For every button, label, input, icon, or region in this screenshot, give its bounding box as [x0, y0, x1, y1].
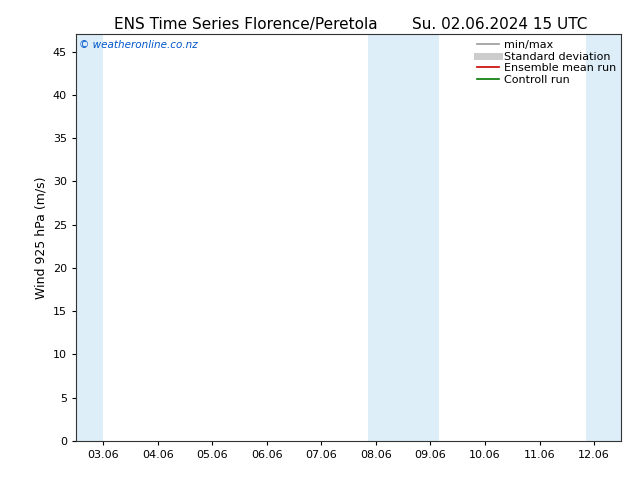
Bar [368, 34, 439, 441]
Text: ENS Time Series Florence/Peretola: ENS Time Series Florence/Peretola [114, 17, 378, 32]
Text: © weatheronline.co.nz: © weatheronline.co.nz [79, 40, 198, 50]
Bar [76, 34, 103, 441]
Legend: min/max, Standard deviation, Ensemble mean run, Controll run: min/max, Standard deviation, Ensemble me… [475, 38, 618, 87]
Bar [586, 34, 621, 441]
Text: Su. 02.06.2024 15 UTC: Su. 02.06.2024 15 UTC [412, 17, 588, 32]
Y-axis label: Wind 925 hPa (m/s): Wind 925 hPa (m/s) [34, 176, 48, 299]
